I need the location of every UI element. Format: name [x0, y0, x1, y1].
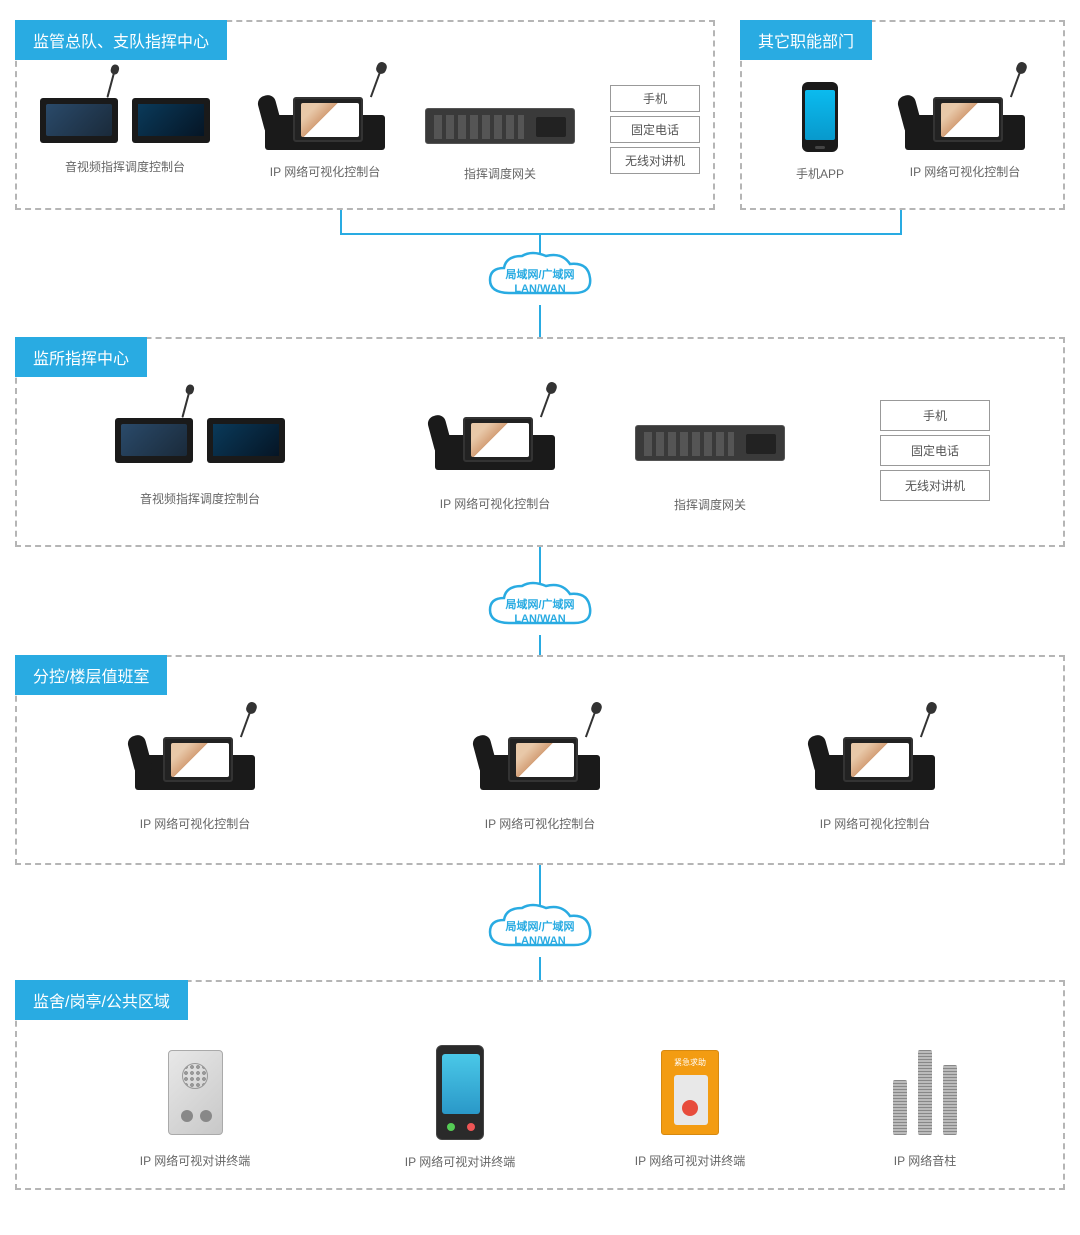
- section-title: 监所指挥中心: [15, 337, 147, 377]
- network-cloud: 局域网/广域网LAN/WAN: [480, 578, 600, 643]
- cloud-label: 局域网/广域网LAN/WAN: [505, 268, 574, 297]
- line: [340, 210, 342, 235]
- device-label: IP 网络可视化控制台: [250, 163, 400, 180]
- device-label: IP 网络可视对讲终端: [625, 1152, 755, 1169]
- network-cloud: 局域网/广域网LAN/WAN: [480, 248, 600, 313]
- device-console: 音视频指挥调度控制台: [35, 90, 215, 175]
- server-icon: [635, 425, 785, 461]
- console-icon: [115, 410, 285, 465]
- device-gateway: 指挥调度网关: [420, 108, 580, 182]
- device-sound-column: IP 网络音柱: [870, 1045, 980, 1169]
- section-title: 其它职能部门: [740, 20, 872, 60]
- device-label: 指挥调度网关: [420, 165, 580, 182]
- device-label: IP 网络可视化控制台: [120, 815, 270, 832]
- options-list: 手机 固定电话 无线对讲机: [610, 85, 700, 178]
- option-item: 无线对讲机: [610, 147, 700, 174]
- option-item: 手机: [610, 85, 700, 112]
- device-ipvc: IP 网络可视化控制台: [890, 90, 1040, 180]
- console-icon: [40, 90, 210, 145]
- intercom-icon: [661, 1050, 719, 1135]
- device-ipvc: IP 网络可视化控制台: [465, 730, 615, 832]
- network-cloud: 局域网/广域网LAN/WAN: [480, 900, 600, 965]
- diagram-container: 监管总队、支队指挥中心 音视频指挥调度控制台 IP 网络可视化控制台 指挥调度网…: [0, 0, 1080, 1235]
- ipvc-icon: [895, 90, 1035, 150]
- device-label: IP 网络可视对讲终端: [130, 1152, 260, 1169]
- option-item: 手机: [880, 400, 990, 431]
- line: [340, 233, 902, 235]
- server-icon: [425, 108, 575, 144]
- device-label: IP 网络可视对讲终端: [395, 1153, 525, 1170]
- option-item: 无线对讲机: [880, 470, 990, 501]
- device-phone-app: 手机APP: [780, 82, 860, 182]
- device-label: 指挥调度网关: [630, 496, 790, 513]
- section-title: 监管总队、支队指挥中心: [15, 20, 227, 60]
- device-label: IP 网络音柱: [870, 1152, 980, 1169]
- cloud-label: 局域网/广域网LAN/WAN: [505, 920, 574, 949]
- ipvc-icon: [805, 730, 945, 790]
- ipvc-icon: [125, 730, 265, 790]
- device-ipvc: IP 网络可视化控制台: [250, 90, 400, 180]
- device-label: 手机APP: [780, 165, 860, 182]
- line: [539, 865, 541, 905]
- section-title: 分控/楼层值班室: [15, 655, 167, 695]
- options-list: 手机 固定电话 无线对讲机: [880, 400, 990, 505]
- option-item: 固定电话: [610, 116, 700, 143]
- phone-icon: [802, 82, 838, 152]
- device-gateway: 指挥调度网关: [630, 425, 790, 513]
- device-console: 音视频指挥调度控制台: [110, 410, 290, 507]
- device-label: 音视频指挥调度控制台: [110, 490, 290, 507]
- device-ipvc: IP 网络可视化控制台: [800, 730, 950, 832]
- ipvc-icon: [470, 730, 610, 790]
- device-label: 音视频指挥调度控制台: [35, 158, 215, 175]
- intercom-icon: [168, 1050, 223, 1135]
- cloud-label: 局域网/广域网LAN/WAN: [505, 598, 574, 627]
- line: [900, 210, 902, 235]
- device-label: IP 网络可视化控制台: [800, 815, 950, 832]
- device-label: IP 网络可视化控制台: [890, 163, 1040, 180]
- soundcol-icon: [885, 1045, 965, 1135]
- section-title: 监舍/岗亭/公共区域: [15, 980, 188, 1020]
- intercom-icon: [436, 1045, 484, 1140]
- device-intercom-touch: IP 网络可视对讲终端: [395, 1045, 525, 1170]
- device-label: IP 网络可视化控制台: [420, 495, 570, 512]
- device-ipvc: IP 网络可视化控制台: [120, 730, 270, 832]
- option-item: 固定电话: [880, 435, 990, 466]
- device-intercom-emergency: IP 网络可视对讲终端: [625, 1050, 755, 1169]
- device-intercom-metal: IP 网络可视对讲终端: [130, 1050, 260, 1169]
- ipvc-icon: [425, 410, 565, 470]
- device-label: IP 网络可视化控制台: [465, 815, 615, 832]
- device-ipvc: IP 网络可视化控制台: [420, 410, 570, 512]
- ipvc-icon: [255, 90, 395, 150]
